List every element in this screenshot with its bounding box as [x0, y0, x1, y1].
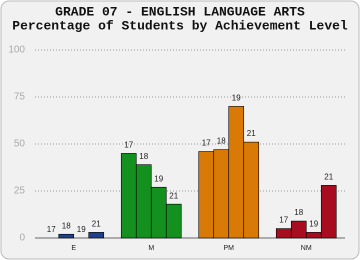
x-tick-label: M — [148, 245, 154, 252]
y-tick-label: 100 — [8, 45, 25, 56]
bar-label: 18 — [139, 152, 148, 161]
bar-label: 21 — [324, 172, 333, 181]
bar-label: 17 — [47, 225, 56, 234]
bar — [135, 164, 152, 239]
bar-label: 18 — [217, 137, 226, 146]
bar-label: 21 — [247, 129, 256, 138]
bar — [88, 232, 105, 239]
bar — [198, 151, 215, 239]
x-tick-label: NM — [301, 245, 312, 252]
chart-title: GRADE 07 - ENGLISH LANGUAGE ARTS — [55, 4, 305, 19]
y-tick-label: 0 — [19, 233, 25, 244]
bar-label: 19 — [232, 94, 241, 103]
x-tick-label: E — [71, 245, 76, 252]
bar-label: 21 — [92, 219, 101, 228]
bar — [243, 141, 260, 239]
bar-label: 17 — [124, 141, 133, 150]
bar-label: 19 — [309, 219, 318, 228]
bar — [120, 153, 137, 239]
bar-label: 19 — [154, 174, 163, 183]
bar-label: 18 — [294, 208, 303, 217]
chart-subtitle: Percentage of Students by Achievement Le… — [12, 18, 348, 33]
bar — [165, 203, 182, 239]
bar-label: 17 — [279, 216, 288, 225]
bar — [150, 186, 167, 239]
bar — [305, 232, 322, 239]
y-tick-label: 75 — [14, 92, 26, 103]
y-tick-label: 50 — [14, 139, 26, 150]
bar-label: 21 — [169, 191, 178, 200]
bar-label: 19 — [77, 225, 86, 234]
bar-label: 18 — [62, 221, 71, 230]
x-tick-label: PM — [224, 245, 235, 252]
bar — [290, 220, 307, 239]
bar — [275, 228, 292, 239]
bar — [228, 106, 245, 239]
bar-label: 17 — [202, 139, 211, 148]
bar — [213, 149, 230, 239]
bar — [58, 233, 75, 239]
y-tick-label: 25 — [14, 186, 26, 197]
bar — [320, 185, 337, 239]
